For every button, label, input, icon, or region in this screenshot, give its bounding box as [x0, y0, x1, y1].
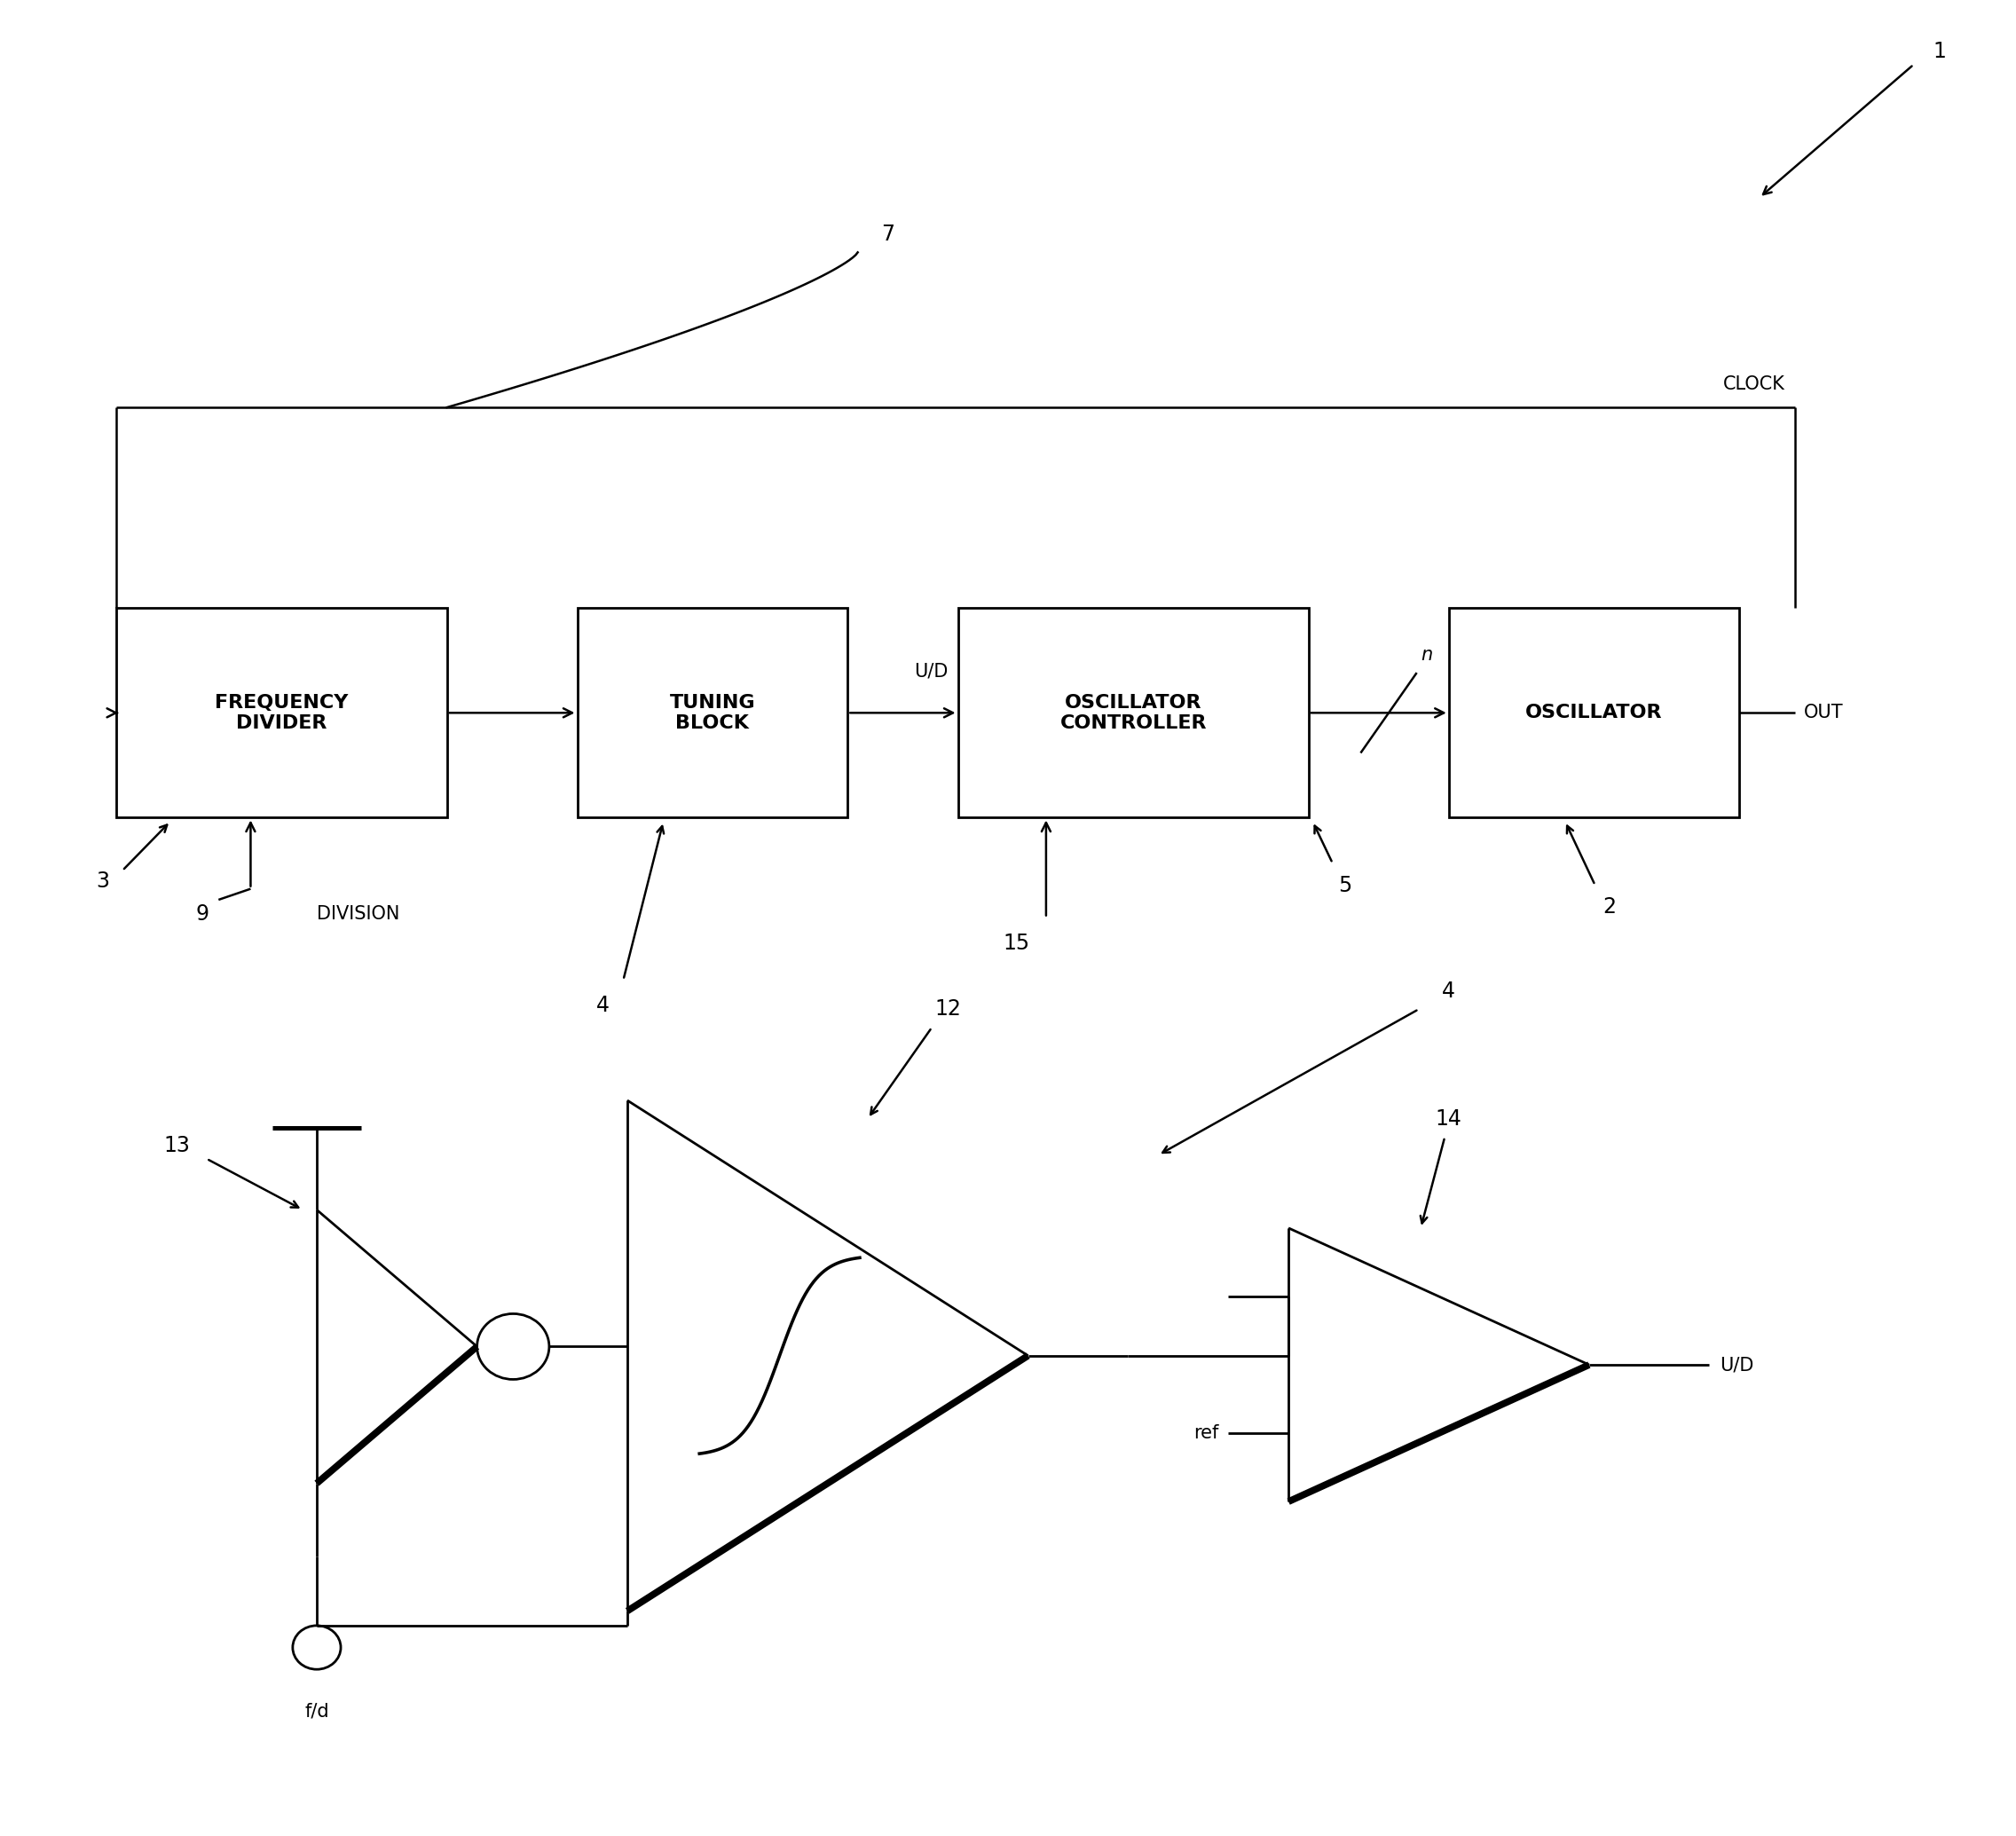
FancyBboxPatch shape	[117, 608, 448, 817]
FancyBboxPatch shape	[958, 608, 1308, 817]
Text: n: n	[1421, 646, 1433, 663]
Text: U/D: U/D	[913, 663, 948, 679]
Text: f/d: f/d	[304, 1702, 329, 1720]
Text: CLOCK: CLOCK	[1724, 375, 1786, 393]
Text: ref: ref	[1193, 1425, 1218, 1441]
Text: 1: 1	[1933, 40, 1945, 62]
Text: U/D: U/D	[1720, 1357, 1754, 1373]
Text: 2: 2	[1603, 896, 1615, 918]
FancyBboxPatch shape	[577, 608, 847, 817]
Text: 7: 7	[881, 224, 895, 244]
Text: OSCILLATOR: OSCILLATOR	[1526, 703, 1663, 722]
Text: TUNING
BLOCK: TUNING BLOCK	[669, 694, 756, 733]
Text: 9: 9	[196, 903, 210, 925]
Text: 13: 13	[163, 1135, 190, 1157]
Text: 3: 3	[95, 870, 109, 892]
Text: 15: 15	[1002, 933, 1030, 955]
Text: 4: 4	[597, 995, 611, 1015]
FancyBboxPatch shape	[1450, 608, 1740, 817]
Text: DIVISION: DIVISION	[317, 905, 399, 924]
Text: OUT: OUT	[1804, 703, 1843, 722]
Text: 4: 4	[1441, 980, 1456, 1002]
Text: FREQUENCY
DIVIDER: FREQUENCY DIVIDER	[216, 694, 349, 733]
Text: 12: 12	[935, 999, 962, 1019]
Text: OSCILLATOR
CONTROLLER: OSCILLATOR CONTROLLER	[1060, 694, 1208, 733]
Text: 14: 14	[1435, 1107, 1462, 1129]
Text: 5: 5	[1339, 874, 1351, 896]
